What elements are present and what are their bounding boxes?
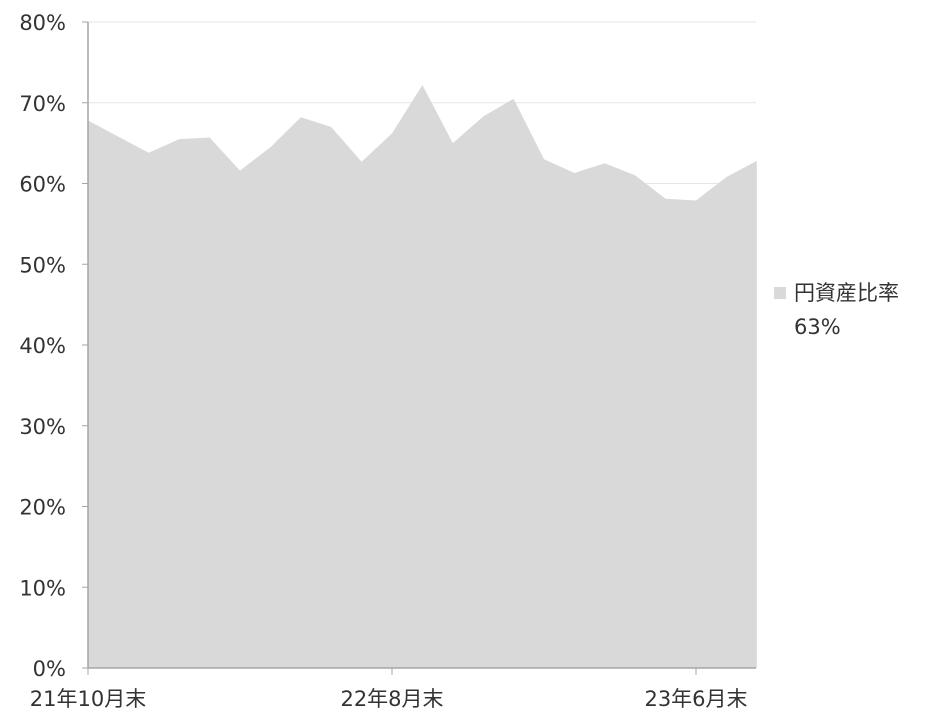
x-axis-tick-labels: 21年10月末 22年8月末 23年6月末 — [30, 687, 748, 711]
y-tick-label: 40% — [19, 334, 66, 358]
legend-series-name: 円資産比率 — [794, 281, 899, 305]
legend-latest-value: 63% — [794, 315, 841, 339]
x-tick-label: 22年8月末 — [340, 687, 443, 711]
y-tick-label: 10% — [19, 576, 66, 600]
y-tick-label: 80% — [19, 11, 66, 35]
legend-entry: 円資産比率 — [774, 276, 899, 310]
series-area-yen-asset-ratio — [88, 85, 757, 668]
y-tick-label: 70% — [19, 92, 66, 116]
x-tick-label: 21年10月末 — [30, 687, 146, 711]
y-tick-label: 0% — [33, 657, 66, 681]
y-tick-label: 50% — [19, 253, 66, 277]
x-tick-label: 23年6月末 — [644, 687, 747, 711]
y-axis-tick-labels: 0% 10% 20% 30% 40% 50% 60% 70% 80% — [19, 11, 66, 681]
legend: 円資産比率 63% — [774, 276, 899, 344]
y-tick-label: 60% — [19, 173, 66, 197]
y-tick-label: 20% — [19, 496, 66, 520]
legend-swatch — [774, 287, 786, 299]
axes — [87, 22, 756, 675]
y-tick-label: 30% — [19, 415, 66, 439]
